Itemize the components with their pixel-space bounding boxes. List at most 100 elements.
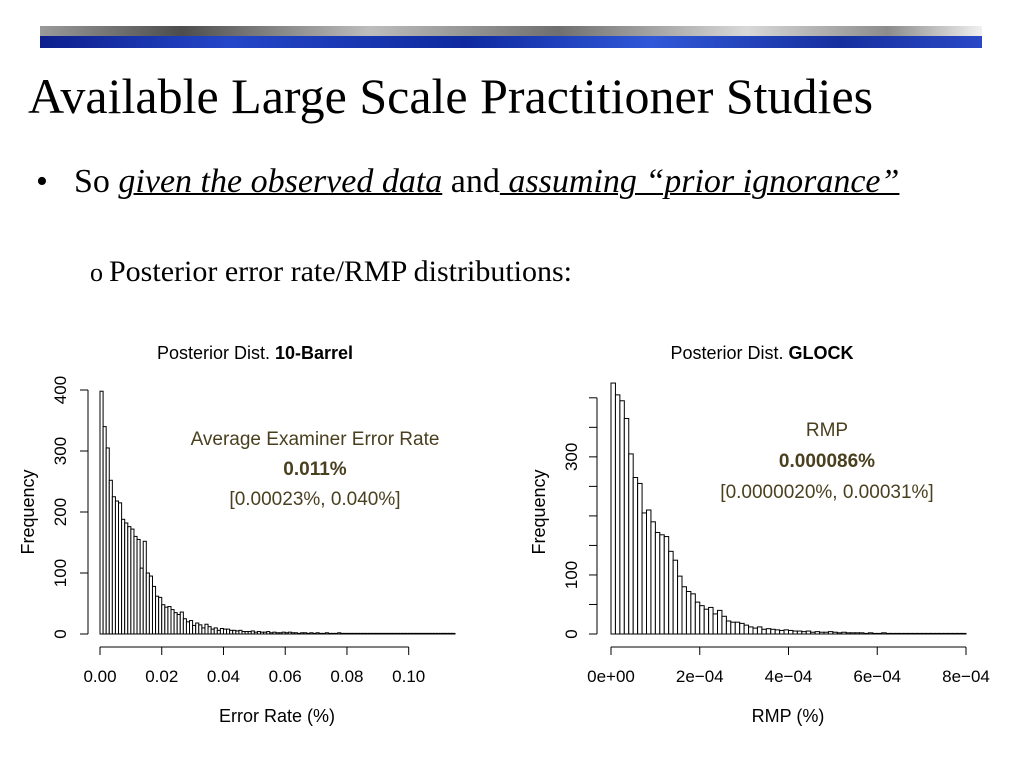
sub-bullet-marker: o xyxy=(90,258,103,287)
histogram-bar xyxy=(930,632,936,635)
histogram-bar xyxy=(668,550,674,635)
annotation-line-3: [0.00023%, 0.040%] xyxy=(229,489,400,510)
histogram-bar xyxy=(623,417,630,635)
histogram-bar xyxy=(748,626,754,635)
histogram-bar xyxy=(743,624,750,635)
histogram-bar xyxy=(699,605,705,635)
histogram-bar xyxy=(841,631,847,635)
histogram-bar xyxy=(903,632,909,635)
histogram-bar xyxy=(783,629,789,635)
histogram-bar xyxy=(672,559,679,635)
y-tick-label: 200 xyxy=(51,498,70,526)
y-tick-label: 0 xyxy=(562,629,581,638)
histogram-bar xyxy=(628,453,634,635)
histogram-bar xyxy=(801,631,807,635)
histogram-bar xyxy=(646,509,652,635)
x-axis: 0.00 0.02 0.04 0.06 0.08 0.10 xyxy=(83,646,425,686)
chart-title-prefix: Posterior Dist. xyxy=(157,343,275,363)
y-axis-label: Frequency xyxy=(18,469,38,554)
histogram-bar xyxy=(805,630,812,635)
bars xyxy=(610,382,967,635)
histogram-bar xyxy=(796,630,803,635)
histogram-bar xyxy=(814,631,821,635)
y-tick-label: 400 xyxy=(51,376,70,404)
slide-title: Available Large Scale Practitioner Studi… xyxy=(28,68,874,124)
histogram-bar xyxy=(836,632,843,635)
histogram-bar xyxy=(708,606,714,635)
header-bar-blue xyxy=(40,36,982,48)
histogram-bar xyxy=(717,609,723,635)
y-tick-label: 300 xyxy=(51,437,70,465)
histogram-bar xyxy=(619,400,625,635)
bullet-and: and xyxy=(442,163,500,200)
histogram-bar xyxy=(690,593,696,635)
header-decoration-bar xyxy=(40,26,982,48)
header-bar-gray xyxy=(40,26,982,36)
histogram-bar xyxy=(788,629,794,635)
annotation-line-3: [0.0000020%, 0.00031%] xyxy=(720,482,933,503)
histogram-bar xyxy=(770,628,776,635)
y-axis: 0 100 200 300 400 xyxy=(51,376,89,639)
histogram-bar xyxy=(876,632,883,635)
histogram-bar xyxy=(779,629,785,635)
histogram-bar xyxy=(663,536,670,635)
histogram-bar xyxy=(819,631,825,635)
sub-bullet: o Posterior error rate/RMP distributions: xyxy=(90,254,572,291)
histogram-bar xyxy=(756,626,763,635)
x-tick-label: 2e−04 xyxy=(676,667,724,686)
y-tick-label: 0 xyxy=(51,629,70,638)
histogram-bar xyxy=(823,631,829,635)
x-tick-label: 6e−04 xyxy=(853,667,901,686)
histogram-bar xyxy=(934,632,940,635)
histogram-bar xyxy=(925,632,931,635)
histogram-bar xyxy=(921,632,927,635)
x-tick-label: 0.00 xyxy=(83,667,116,686)
histogram-bar xyxy=(947,632,954,635)
annotation-line-2: 0.011% xyxy=(283,459,346,480)
histogram-bar xyxy=(650,521,656,635)
histogram-bar xyxy=(827,631,834,635)
histogram-bar xyxy=(730,621,736,635)
bullet-given-phrase: given the observed data xyxy=(118,163,443,200)
histogram-bar xyxy=(614,394,621,635)
histogram-bar xyxy=(761,628,767,635)
histogram-bar xyxy=(610,382,616,635)
histogram-bar xyxy=(774,629,781,635)
histogram-bar xyxy=(850,632,856,635)
histogram-bar xyxy=(703,608,710,635)
histogram-bar xyxy=(872,632,878,635)
histogram-bar xyxy=(881,632,887,635)
histogram-bar xyxy=(632,477,639,635)
histogram-bar xyxy=(659,534,665,635)
histogram-bar xyxy=(712,613,718,635)
bullet-marker: • xyxy=(36,163,48,200)
annotation-line-1: Average Examiner Error Rate xyxy=(191,429,440,450)
histogram-bar xyxy=(637,482,643,635)
y-tick-label: 300 xyxy=(562,443,581,471)
histogram-bar xyxy=(681,586,687,635)
histogram-bar xyxy=(641,512,647,635)
bullet-assuming-phrase: assuming “prior ignorance” xyxy=(499,163,900,200)
y-axis-label: Frequency xyxy=(529,469,549,554)
histogram-bar xyxy=(956,632,963,635)
bars xyxy=(99,390,456,635)
x-tick-label: 0.02 xyxy=(145,667,178,686)
chart-glock: Posterior Dist. GLOCK 0 100 300 0e+00 2e−04… xyxy=(529,343,990,726)
histogram-bar xyxy=(898,632,905,635)
histogram-bar xyxy=(912,632,918,635)
histogram-bar xyxy=(832,631,838,635)
histogram-bar xyxy=(654,531,661,635)
chart-title: Posterior Dist. 10-Barrel xyxy=(157,343,353,363)
chart-title: Posterior Dist. GLOCK xyxy=(670,343,853,363)
histogram-bar xyxy=(916,632,923,635)
histogram-bar xyxy=(752,627,758,635)
histogram-bar xyxy=(907,632,914,635)
histogram-bar xyxy=(943,632,949,635)
sub-bullet-text: Posterior error rate/RMP distributions: xyxy=(109,255,573,288)
chart-title-bold: GLOCK xyxy=(789,343,854,363)
x-axis-label: Error Rate (%) xyxy=(219,706,335,726)
histogram-bar xyxy=(890,632,896,635)
histogram-bar xyxy=(894,632,900,635)
bullet-so: So xyxy=(74,163,119,200)
